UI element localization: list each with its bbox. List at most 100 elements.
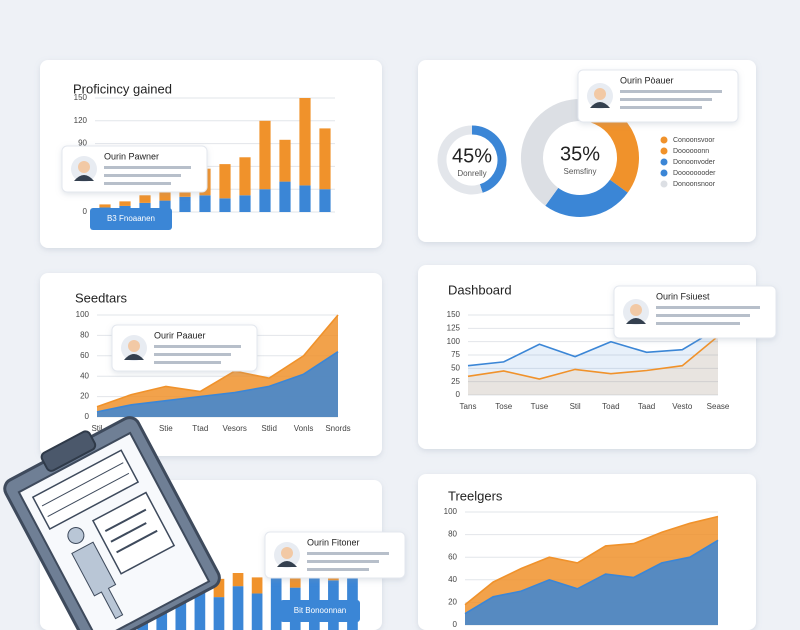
y-tick-label: 25 xyxy=(451,377,460,386)
chart-title: Seedtars xyxy=(75,290,128,305)
bar-segment xyxy=(159,186,171,201)
y-tick-label: 120 xyxy=(74,116,88,125)
tooltip-line xyxy=(154,353,231,356)
tooltip-line xyxy=(656,306,760,309)
bar-segment xyxy=(199,195,211,212)
tooltip-line xyxy=(307,560,379,563)
x-tick-label: Snords xyxy=(325,424,350,433)
bar-segment xyxy=(251,593,263,630)
avatar-body xyxy=(626,318,646,324)
card xyxy=(40,60,382,248)
y-tick-label: 100 xyxy=(76,310,90,319)
x-tick-label: Tose xyxy=(495,402,512,411)
tooltip-line xyxy=(620,90,722,93)
clipboard-illustration xyxy=(3,416,221,630)
x-tick-label: Tans xyxy=(460,402,477,411)
y-tick-label: 0 xyxy=(85,412,90,421)
tooltip-name: Ourir Paauer xyxy=(154,330,206,340)
bar-segment xyxy=(213,578,225,598)
tooltip-line xyxy=(154,345,241,348)
y-tick-label: 0 xyxy=(456,390,461,399)
tooltip-line xyxy=(656,322,740,325)
x-tick-label: Tuse xyxy=(531,402,549,411)
series-line xyxy=(464,515,719,606)
y-tick-label: 50 xyxy=(451,363,460,372)
tooltip-line xyxy=(656,314,750,317)
tooltip-line xyxy=(307,552,389,555)
bar-segment xyxy=(319,189,331,212)
tooltip-line xyxy=(154,361,221,364)
area-fill xyxy=(468,336,718,395)
x-tick-label: Stil xyxy=(91,424,102,433)
y-tick-label: 150 xyxy=(447,310,461,319)
x-tick-label: Stie xyxy=(159,424,173,433)
x-tick-label: Toad xyxy=(602,402,619,411)
y-tick-label: 75 xyxy=(451,350,460,359)
chart-title: Treelgers xyxy=(448,488,503,503)
bar-segment xyxy=(270,577,282,630)
tooltip-name: Ourin Fsiuest xyxy=(656,291,710,301)
bar-segment xyxy=(179,196,191,212)
chart-title: Dashboard xyxy=(448,282,512,297)
bar-segment xyxy=(279,181,291,212)
bar-segment xyxy=(139,195,151,203)
button xyxy=(90,208,172,230)
area-fill xyxy=(465,540,718,625)
bar-segment xyxy=(239,195,251,212)
legend-label: Doooooooder xyxy=(673,170,716,177)
bar-segment xyxy=(259,120,271,190)
avatar-head xyxy=(594,88,606,100)
y-tick-label: 90 xyxy=(78,139,87,148)
y-tick-label: 20 xyxy=(80,392,89,401)
avatar-head xyxy=(630,304,642,316)
bar-segment xyxy=(259,189,271,212)
x-tick-label: Stlid xyxy=(261,424,277,433)
bar-segment xyxy=(175,600,187,630)
avatar-head xyxy=(128,340,140,352)
y-tick-label: 150 xyxy=(74,93,88,102)
donut-segment xyxy=(437,125,483,195)
bar-segment xyxy=(299,98,311,186)
y-tick-label: 80 xyxy=(448,530,457,539)
avatar-body xyxy=(124,354,144,360)
y-tick-label: 20 xyxy=(448,598,457,607)
y-tick-label: 100 xyxy=(444,507,458,516)
legend-label: Donoonvoder xyxy=(673,159,716,166)
x-tick-label: Taad xyxy=(638,402,655,411)
bar-segment xyxy=(213,597,225,630)
x-tick-label: Vesors xyxy=(222,424,246,433)
tooltip-line xyxy=(620,98,712,101)
area-fill xyxy=(97,351,338,417)
series-line xyxy=(467,335,719,380)
x-tick-label: Stil xyxy=(570,402,581,411)
tooltip-line xyxy=(620,106,702,109)
avatar-body xyxy=(277,561,297,567)
legend-swatch xyxy=(660,180,668,188)
bar-segment xyxy=(239,157,251,196)
button-label: Bit Bonoonnan xyxy=(294,606,347,615)
legend-swatch xyxy=(660,158,668,166)
legend-label: Donoonsnoor xyxy=(673,181,716,188)
y-tick-label: 40 xyxy=(80,371,89,380)
series-line xyxy=(96,314,339,408)
legend-label: Conoonsvoor xyxy=(673,137,715,144)
legend-swatch xyxy=(660,169,668,177)
tooltip-line xyxy=(307,568,369,571)
x-tick-label: Ttad xyxy=(192,424,208,433)
y-tick-label: 125 xyxy=(447,323,461,332)
donut-center: 45% xyxy=(452,145,492,167)
bar-segment xyxy=(219,198,231,212)
y-tick-label: 80 xyxy=(80,331,89,340)
y-tick-label: 0 xyxy=(83,207,88,216)
bar-segment xyxy=(251,577,263,594)
tooltip-line xyxy=(104,182,171,185)
legend-label: Doooooonn xyxy=(673,148,709,155)
donut-caption: Donrelly xyxy=(457,169,486,178)
donut-center: 35% xyxy=(560,143,600,165)
bar-segment xyxy=(347,567,358,630)
avatar-body xyxy=(590,102,610,108)
tooltip-name: Ourin Pawner xyxy=(104,151,159,161)
bar-segment xyxy=(159,200,171,212)
tooltip-line xyxy=(104,174,181,177)
series-line xyxy=(467,327,719,367)
